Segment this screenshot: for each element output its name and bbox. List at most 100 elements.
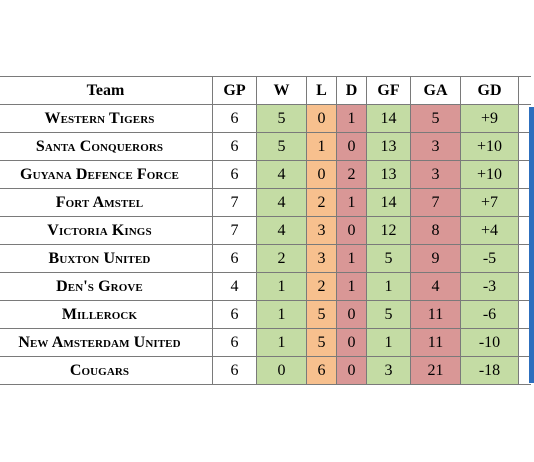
- losses-cell: 2: [306, 188, 337, 217]
- row-edge-cell: [518, 216, 531, 245]
- draws-cell: 0: [336, 328, 367, 357]
- header-team: Team: [0, 76, 213, 105]
- team-name-cell: Fort Amstel: [0, 188, 213, 217]
- draws-cell: 0: [336, 132, 367, 161]
- wins-cell: 1: [256, 300, 307, 329]
- team-name-cell: Cougars: [0, 356, 213, 385]
- header-gd: GD: [460, 76, 519, 105]
- games-played-cell: 6: [212, 300, 257, 329]
- draws-cell: 1: [336, 272, 367, 301]
- goal-difference-cell: -10: [460, 328, 519, 357]
- losses-cell: 5: [306, 300, 337, 329]
- wins-cell: 4: [256, 188, 307, 217]
- goals-against-cell: 3: [410, 160, 461, 189]
- table-row: Guyana Defence Force 6 4 0 2 13 3 +10: [0, 160, 531, 189]
- wins-cell: 4: [256, 216, 307, 245]
- header-w: W: [256, 76, 307, 105]
- goals-against-cell: 21: [410, 356, 461, 385]
- goal-difference-cell: -18: [460, 356, 519, 385]
- goal-difference-cell: +10: [460, 160, 519, 189]
- team-name-cell: Millerock: [0, 300, 213, 329]
- goals-for-cell: 5: [366, 244, 411, 273]
- row-edge-cell: [518, 328, 531, 357]
- goals-for-cell: 3: [366, 356, 411, 385]
- goals-for-cell: 13: [366, 160, 411, 189]
- wins-cell: 4: [256, 160, 307, 189]
- goal-difference-cell: -6: [460, 300, 519, 329]
- wins-cell: 5: [256, 132, 307, 161]
- games-played-cell: 7: [212, 188, 257, 217]
- losses-cell: 1: [306, 132, 337, 161]
- draws-cell: 1: [336, 104, 367, 133]
- draws-cell: 0: [336, 300, 367, 329]
- losses-cell: 3: [306, 244, 337, 273]
- header-ga: GA: [410, 76, 461, 105]
- goal-difference-cell: +10: [460, 132, 519, 161]
- goal-difference-cell: +7: [460, 188, 519, 217]
- row-edge-cell: [518, 272, 531, 301]
- table-row: Millerock 6 1 5 0 5 11 -6: [0, 300, 531, 329]
- games-played-cell: 4: [212, 272, 257, 301]
- row-edge-cell: [518, 132, 531, 161]
- row-edge-cell: [518, 188, 531, 217]
- wins-cell: 1: [256, 328, 307, 357]
- header-l: L: [306, 76, 337, 105]
- losses-cell: 3: [306, 216, 337, 245]
- team-name-cell: Buxton United: [0, 244, 213, 273]
- header-gf: GF: [366, 76, 411, 105]
- table-row: Western Tigers 6 5 0 1 14 5 +9: [0, 104, 531, 133]
- header-gp: GP: [212, 76, 257, 105]
- goals-against-cell: 11: [410, 328, 461, 357]
- games-played-cell: 6: [212, 244, 257, 273]
- losses-cell: 6: [306, 356, 337, 385]
- team-name-cell: Guyana Defence Force: [0, 160, 213, 189]
- draws-cell: 2: [336, 160, 367, 189]
- goals-for-cell: 13: [366, 132, 411, 161]
- team-name-cell: New Amsterdam United: [0, 328, 213, 357]
- goals-for-cell: 1: [366, 272, 411, 301]
- goals-against-cell: 7: [410, 188, 461, 217]
- header-d: D: [336, 76, 367, 105]
- games-played-cell: 6: [212, 160, 257, 189]
- table-row: Cougars 6 0 6 0 3 21 -18: [0, 356, 531, 385]
- goal-difference-cell: -3: [460, 272, 519, 301]
- team-name-cell: Santa Conquerors: [0, 132, 213, 161]
- goals-for-cell: 14: [366, 104, 411, 133]
- draws-cell: 1: [336, 244, 367, 273]
- goal-difference-cell: +4: [460, 216, 519, 245]
- goals-against-cell: 4: [410, 272, 461, 301]
- goals-for-cell: 12: [366, 216, 411, 245]
- wins-cell: 0: [256, 356, 307, 385]
- goals-against-cell: 5: [410, 104, 461, 133]
- row-edge-cell: [518, 160, 531, 189]
- header-row: Team GP W L D GF GA GD: [0, 76, 531, 105]
- table-row: Victoria Kings 7 4 3 0 12 8 +4: [0, 216, 531, 245]
- goals-against-cell: 9: [410, 244, 461, 273]
- draws-cell: 0: [336, 356, 367, 385]
- standings-body: Western Tigers 6 5 0 1 14 5 +9 Santa Conquerors 6…: [0, 104, 531, 385]
- wins-cell: 1: [256, 272, 307, 301]
- games-played-cell: 6: [212, 356, 257, 385]
- losses-cell: 0: [306, 104, 337, 133]
- standings-table: Team GP W L D GF GA GD Western Tigers 6 5 0…: [0, 76, 531, 385]
- header-edge: [518, 76, 531, 105]
- team-name-cell: Victoria Kings: [0, 216, 213, 245]
- draws-cell: 0: [336, 216, 367, 245]
- edge-accent-bar: [529, 107, 534, 383]
- goal-difference-cell: +9: [460, 104, 519, 133]
- draws-cell: 1: [336, 188, 367, 217]
- goals-against-cell: 8: [410, 216, 461, 245]
- goals-for-cell: 14: [366, 188, 411, 217]
- table-row: Fort Amstel 7 4 2 1 14 7 +7: [0, 188, 531, 217]
- goal-difference-cell: -5: [460, 244, 519, 273]
- games-played-cell: 6: [212, 328, 257, 357]
- team-name-cell: Western Tigers: [0, 104, 213, 133]
- games-played-cell: 6: [212, 132, 257, 161]
- losses-cell: 2: [306, 272, 337, 301]
- row-edge-cell: [518, 244, 531, 273]
- goals-against-cell: 3: [410, 132, 461, 161]
- wins-cell: 2: [256, 244, 307, 273]
- goals-against-cell: 11: [410, 300, 461, 329]
- losses-cell: 0: [306, 160, 337, 189]
